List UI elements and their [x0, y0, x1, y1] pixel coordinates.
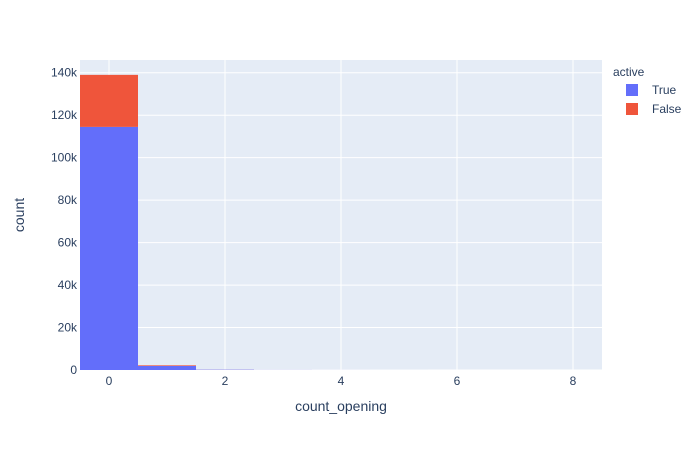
y-axis-title: count [11, 198, 27, 232]
bar-true-bin-0[interactable] [80, 126, 138, 370]
bar-false-bin-0[interactable] [80, 74, 138, 127]
legend-label: False [652, 102, 682, 116]
legend-title: active [613, 65, 645, 79]
x-tick-label: 8 [570, 374, 577, 388]
x-tick-label: 2 [222, 374, 229, 388]
y-tick-label: 120k [51, 108, 78, 122]
bars [80, 74, 602, 370]
y-tick-label: 100k [51, 151, 78, 165]
x-axis-ticks: 0 2 4 6 8 [106, 374, 577, 388]
y-tick-label: 60k [58, 236, 78, 250]
y-axis-ticks: 0 20k 40k 60k 80k 100k 120k 140k [51, 66, 78, 377]
x-tick-label: 6 [454, 374, 461, 388]
x-axis-title: count_opening [295, 398, 387, 414]
x-tick-label: 4 [338, 374, 345, 388]
y-tick-label: 140k [51, 66, 78, 80]
y-tick-label: 20k [58, 321, 78, 335]
bar-true-bin-1[interactable] [138, 365, 196, 370]
y-tick-label: 80k [58, 193, 78, 207]
legend-item-true[interactable]: True [626, 83, 677, 97]
legend-swatch [626, 103, 638, 115]
y-tick-label: 0 [70, 363, 77, 377]
legend[interactable]: active True False [613, 65, 682, 116]
legend-item-false[interactable]: False [626, 102, 682, 116]
legend-swatch [626, 84, 638, 96]
x-tick-label: 0 [106, 374, 113, 388]
y-tick-label: 40k [58, 278, 78, 292]
legend-label: True [652, 83, 677, 97]
bar-false-bin-1[interactable] [138, 365, 196, 366]
